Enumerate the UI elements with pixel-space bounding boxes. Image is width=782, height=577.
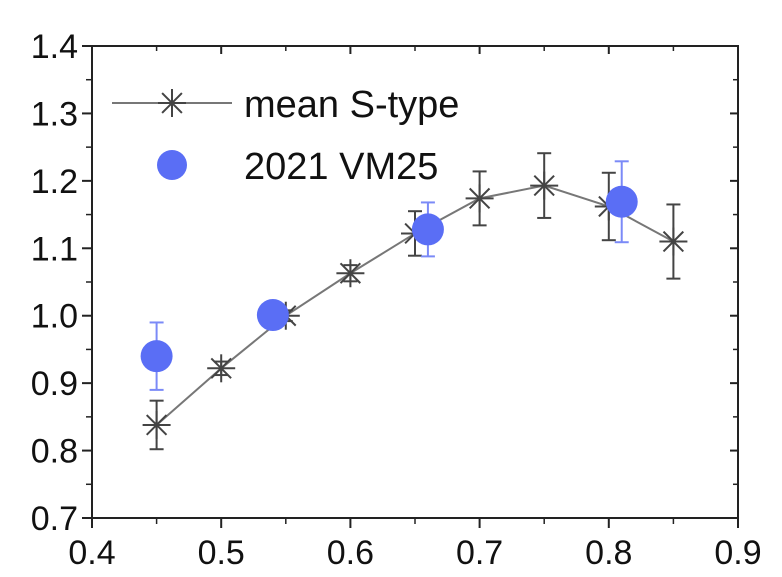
series-1 <box>140 160 638 391</box>
y-tick-label: 1.0 <box>31 298 78 336</box>
x-tick-label: 0.9 <box>714 534 761 572</box>
legend-label: 2021 VM25 <box>244 146 438 188</box>
y-tick-label: 1.4 <box>31 28 78 66</box>
series-0 <box>142 152 688 451</box>
data-point <box>530 171 559 200</box>
y-tick-label: 1.3 <box>31 95 78 133</box>
data-point <box>336 259 365 288</box>
data-point <box>207 354 236 383</box>
data-point <box>256 299 289 332</box>
x-tick-label: 0.7 <box>456 534 503 572</box>
legend-item-1: 2021 VM25 <box>157 146 438 188</box>
x-tick-label: 0.4 <box>68 534 115 572</box>
data-point <box>140 340 173 373</box>
legend-item-0: mean S-type <box>112 84 459 126</box>
x-tick-label: 0.5 <box>198 534 245 572</box>
data-point <box>142 410 171 439</box>
y-tick-label: 1.1 <box>31 230 78 268</box>
data-point <box>411 213 444 246</box>
y-tick-label: 0.9 <box>31 365 78 403</box>
data-point <box>465 184 494 213</box>
legend-label: mean S-type <box>244 84 459 126</box>
data-point <box>659 227 688 256</box>
x-tick-label: 0.8 <box>585 534 632 572</box>
legend-marker <box>157 150 187 180</box>
legend-marker <box>158 89 186 117</box>
y-tick-label: 0.8 <box>31 433 78 471</box>
data-point <box>605 185 638 218</box>
x-tick-label: 0.6 <box>327 534 374 572</box>
y-tick-label: 0.7 <box>31 500 78 538</box>
y-tick-label: 1.2 <box>31 163 78 201</box>
